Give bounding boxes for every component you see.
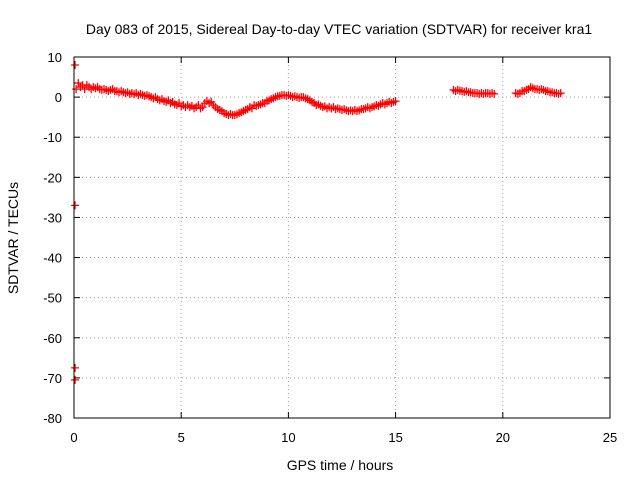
y-tick-label: 10 (48, 50, 62, 65)
y-tick-label: -20 (43, 170, 62, 185)
data-point (87, 85, 96, 94)
x-tick-label: 10 (281, 430, 295, 445)
data-point (466, 88, 475, 97)
axis-ticks (73, 56, 611, 419)
x-tick-label: 20 (496, 430, 510, 445)
data-point (355, 106, 364, 115)
y-tick-label: -80 (43, 411, 62, 426)
data-point (537, 85, 546, 94)
x-tick-label: 15 (388, 430, 402, 445)
data-point (488, 89, 497, 98)
y-tick-label: -30 (43, 210, 62, 225)
data-point (329, 103, 338, 112)
data-point (123, 88, 132, 97)
data-point (145, 92, 154, 101)
data-point (389, 97, 398, 106)
y-tick-label: -40 (43, 251, 62, 266)
x-axis-title: GPS time / hours (287, 457, 394, 473)
data-point (213, 105, 222, 114)
data-point (71, 363, 80, 372)
data-point (72, 85, 81, 94)
x-tick-labels: 0 5 10 15 20 25 (70, 430, 617, 445)
x-tick-label: 5 (178, 430, 185, 445)
data-point (333, 104, 342, 113)
data-point (202, 97, 211, 106)
y-tick-label: -60 (43, 331, 62, 346)
chart-title: Day 083 of 2015, Sidereal Day-to-day VTE… (86, 21, 592, 37)
data-point (100, 85, 109, 94)
data-point (490, 89, 499, 98)
y-tick-label: 0 (55, 90, 62, 105)
data-point (71, 61, 80, 70)
data-point (543, 87, 552, 96)
y-tick-label: -50 (43, 291, 62, 306)
data-point (71, 375, 80, 384)
data-points (71, 61, 565, 384)
x-tick-label: 0 (70, 430, 77, 445)
data-point (205, 99, 214, 108)
data-point (106, 85, 115, 94)
data-point (453, 85, 462, 94)
data-point (554, 89, 563, 98)
grid-lines (74, 57, 610, 418)
data-point (117, 87, 126, 96)
data-point (132, 89, 141, 98)
data-point (82, 81, 91, 90)
y-tick-label: -10 (43, 130, 62, 145)
y-tick-label: -70 (43, 371, 62, 386)
data-point (76, 83, 85, 92)
data-point (160, 97, 169, 106)
data-point (71, 201, 80, 210)
data-point (528, 84, 537, 93)
data-point (391, 97, 400, 106)
data-point (387, 99, 396, 108)
data-point (340, 105, 349, 114)
data-point (136, 89, 145, 98)
x-tick-label: 25 (603, 430, 617, 445)
plot-frame (73, 56, 611, 419)
y-axis-title: SDTVAR / TECUs (5, 182, 21, 294)
data-point (284, 91, 293, 100)
data-point (198, 103, 207, 112)
data-point (74, 79, 83, 88)
data-point (301, 94, 310, 103)
data-point (353, 107, 362, 116)
data-point (548, 88, 557, 97)
data-point (91, 84, 100, 93)
data-point (368, 103, 377, 112)
data-point (290, 92, 299, 101)
data-point (462, 87, 471, 96)
data-point (359, 105, 368, 114)
data-point (556, 89, 565, 98)
data-point (320, 102, 329, 111)
y-tick-labels: 10 0 -10 -20 -30 -40 -50 -60 -70 -80 (43, 50, 62, 426)
